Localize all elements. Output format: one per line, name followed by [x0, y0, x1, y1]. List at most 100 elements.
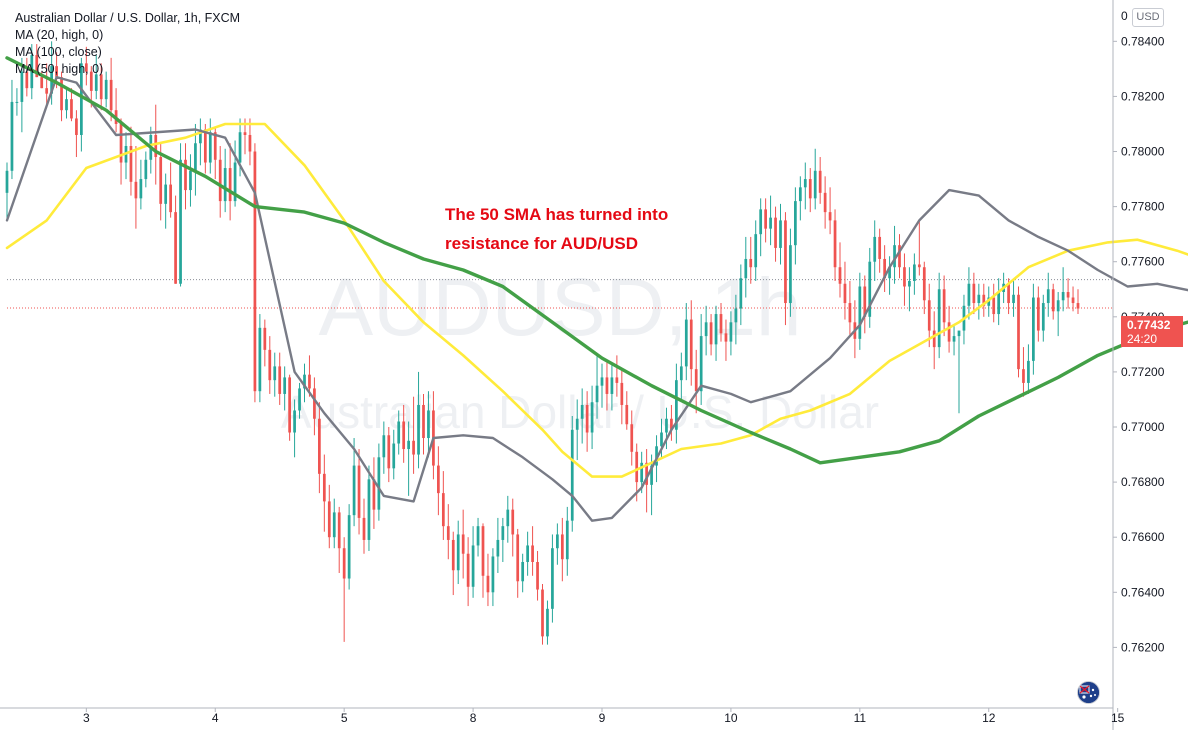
candle [466, 537, 470, 607]
candle-body [982, 294, 986, 306]
candle-body [139, 179, 143, 199]
candle-body [635, 451, 639, 483]
legend-ma50[interactable]: MA (50, high, 0) [15, 62, 104, 76]
candle [670, 404, 673, 441]
candle [848, 280, 852, 337]
candle [437, 446, 440, 516]
candle-body [437, 465, 440, 494]
currency-button[interactable]: USD [1132, 8, 1164, 27]
candle-body [937, 289, 941, 348]
candle-body [645, 462, 648, 485]
candle-body [580, 404, 584, 419]
candle-body [813, 170, 817, 199]
candle [471, 526, 475, 598]
candle [630, 410, 634, 466]
time-tick-label: 12 [982, 711, 996, 725]
candle [922, 261, 926, 315]
candle [194, 123, 197, 196]
candle-body [754, 234, 758, 268]
candle [784, 212, 787, 326]
candle [387, 427, 391, 483]
candle-body [441, 493, 445, 527]
candle [818, 157, 822, 204]
candle [620, 369, 624, 425]
candle-body [367, 479, 371, 540]
candle-body [387, 435, 391, 469]
candle-body [972, 283, 976, 304]
candle [699, 314, 703, 405]
candle-body [1056, 300, 1060, 312]
candle-body [660, 432, 663, 447]
candle [476, 517, 480, 557]
candle [313, 377, 316, 436]
candle-body [476, 526, 480, 546]
annotation-text: The 50 SMA has turned into resistance fo… [445, 200, 668, 258]
candle [427, 391, 430, 458]
australia-flag-icon[interactable] [1077, 681, 1100, 704]
candle [932, 311, 936, 370]
candle [570, 415, 574, 532]
candle [367, 465, 371, 551]
candle-body [427, 410, 430, 439]
candle-body [422, 404, 425, 439]
candle [1036, 286, 1040, 342]
candle [397, 410, 401, 455]
candle-body [382, 435, 386, 458]
candle-body [1012, 294, 1015, 304]
candle-body [655, 446, 658, 466]
candle [25, 57, 29, 97]
candle [794, 187, 797, 265]
candle [1056, 292, 1060, 337]
candle [739, 264, 743, 326]
candle [352, 438, 356, 527]
candle [927, 283, 931, 348]
candle-body [744, 258, 748, 279]
candle-body [585, 404, 589, 433]
candle-body [789, 245, 792, 304]
candle [714, 305, 718, 361]
candle-body [1066, 292, 1070, 298]
candle-body [99, 74, 103, 100]
price-tick-label: 0.77800 [1121, 200, 1165, 214]
candle-body [164, 184, 168, 204]
candle-body [278, 366, 282, 394]
price-tick-label: 0.77200 [1121, 365, 1165, 379]
candle [580, 388, 584, 444]
candle-body [298, 388, 301, 411]
candle-body [650, 465, 653, 485]
candle [451, 531, 455, 596]
candle [546, 600, 549, 645]
candle [798, 176, 802, 221]
time-tick-label: 15 [1111, 711, 1125, 725]
candle [218, 146, 222, 218]
candle-body [288, 377, 291, 433]
candle [1051, 283, 1055, 320]
candle-body [238, 132, 242, 163]
watermark-name: Australian Dollar / U.S. Dollar [281, 386, 879, 438]
candle-body [1051, 289, 1055, 312]
candle [109, 57, 113, 122]
legend-ma20[interactable]: MA (20, high, 0) [15, 28, 104, 42]
candle [650, 454, 653, 516]
price-tick-label: 0.77000 [1121, 420, 1165, 434]
candle [80, 57, 83, 152]
time-axis[interactable]: 34589101112151617 [0, 707, 1188, 725]
candle [1017, 286, 1020, 378]
candle [833, 209, 837, 281]
price-tick-label: 0.78000 [1121, 145, 1165, 159]
candle [134, 146, 138, 229]
time-tick-label: 11 [854, 711, 867, 725]
candle [169, 162, 172, 218]
candle [308, 355, 311, 397]
candle-body [1032, 297, 1035, 361]
candle [1071, 286, 1075, 312]
candle [481, 523, 485, 598]
candle-body [352, 465, 356, 516]
legend-ma100[interactable]: MA (100, close) [15, 45, 102, 59]
candle-body [189, 170, 192, 191]
candle-body [575, 418, 579, 430]
candle-body [551, 548, 554, 609]
candle [883, 245, 886, 293]
